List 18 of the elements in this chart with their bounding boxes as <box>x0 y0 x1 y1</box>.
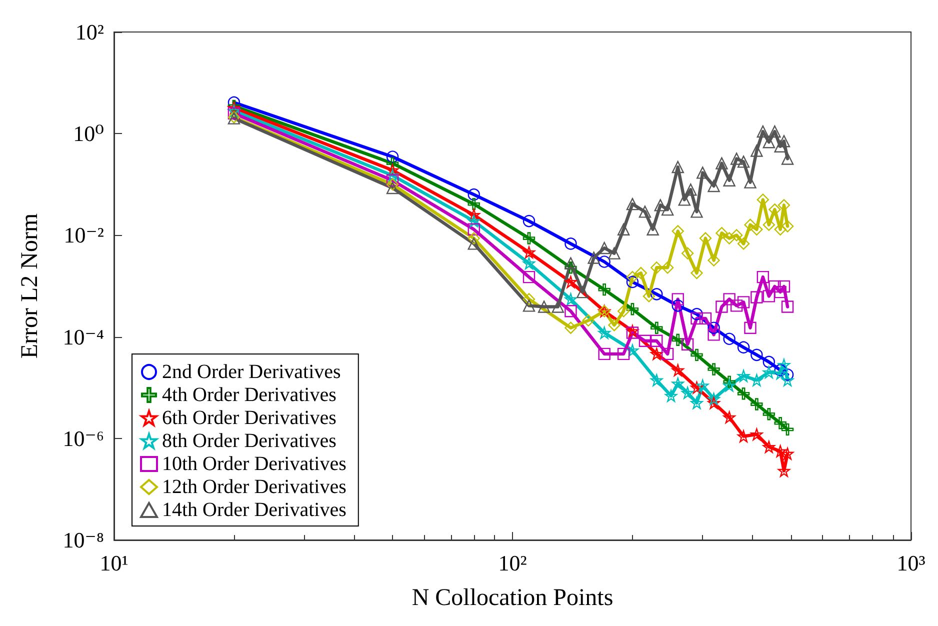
y-tick-label: 10⁻⁶ <box>62 426 104 451</box>
legend-label: 10th Order Derivatives <box>162 453 347 475</box>
y-tick-label: 10⁻² <box>64 222 104 248</box>
legend-label: 14th Order Derivatives <box>162 499 347 521</box>
y-tick-label: 10⁻⁸ <box>62 528 104 552</box>
y-axis-title: Error L2 Norm <box>17 213 43 359</box>
y-tick-label: 10⁰ <box>73 121 104 146</box>
legend-label: 12th Order Derivatives <box>162 476 347 498</box>
x-tick-label: 10¹ <box>100 550 128 576</box>
y-tick-label: 10⁻⁴ <box>62 324 104 350</box>
legend-label: 4th Order Derivatives <box>162 384 337 406</box>
legend-label: 6th Order Derivatives <box>162 407 337 429</box>
y-tick-label: 10² <box>75 20 104 44</box>
x-tick-label: 10² <box>498 550 528 576</box>
x-tick-label: 10³ <box>896 550 926 576</box>
legend-label: 2nd Order Derivatives <box>162 361 342 383</box>
legend-label: 8th Order Derivatives <box>162 430 337 452</box>
x-axis-title: N Collocation Points <box>412 585 614 611</box>
